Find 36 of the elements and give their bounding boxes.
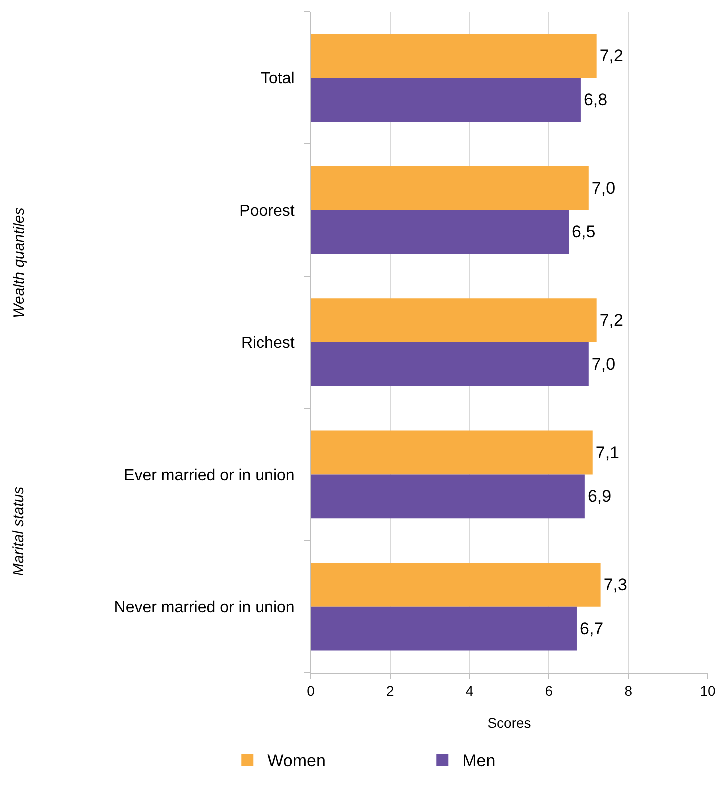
legend-label: Men [462, 752, 496, 771]
data-label: 7,0 [592, 178, 616, 198]
bar [311, 210, 570, 254]
bar [311, 298, 597, 342]
data-label: 7,3 [604, 575, 628, 594]
bar [311, 563, 601, 607]
data-label: 7,2 [600, 46, 624, 66]
data-label: 7,1 [596, 443, 620, 462]
data-label: 7,2 [600, 311, 624, 330]
x-tick-label: 6 [545, 682, 554, 699]
x-tick-label: 4 [466, 682, 474, 699]
data-label: 6,5 [572, 222, 596, 242]
data-label: 6,9 [588, 487, 612, 506]
x-tick-label: 10 [700, 682, 716, 699]
data-label: 6,8 [584, 90, 608, 110]
bar [311, 606, 577, 651]
bar [311, 166, 589, 210]
x-tick-label: 8 [624, 682, 633, 699]
bar [311, 342, 589, 386]
text: Wealth quantiles [11, 207, 28, 318]
data-label: 7,0 [592, 354, 616, 374]
bar [311, 430, 593, 475]
x-tick-label: 2 [386, 682, 394, 699]
data-label: 6,7 [580, 619, 604, 638]
y-tick-label: Poorest [240, 202, 296, 220]
y-tick-label: Richest [241, 335, 296, 352]
y-tick-label: Ever married or in union [124, 467, 295, 484]
bar [311, 34, 597, 78]
legend-label: Women [268, 752, 326, 771]
bar [311, 78, 581, 122]
y-tick-label: Never married or in union [114, 600, 295, 616]
x-axis-title: Scores [488, 715, 532, 732]
x-tick-label: 0 [307, 682, 316, 699]
y-tick-label: Total [261, 70, 295, 88]
bar [311, 474, 585, 519]
text: Marital status [10, 486, 28, 576]
